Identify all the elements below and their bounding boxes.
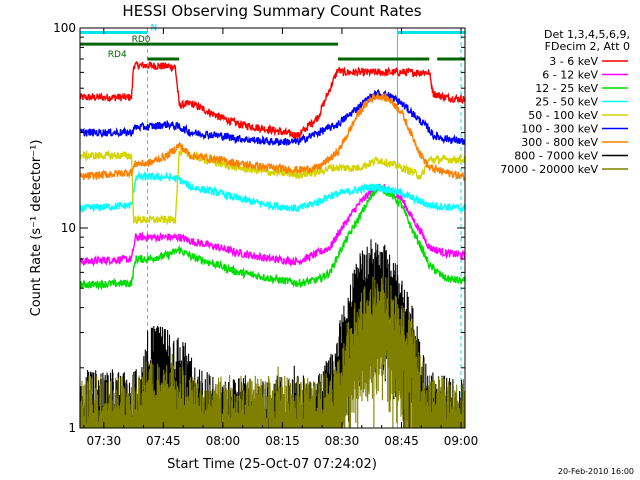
legend-entry-label: 25 - 50 keV <box>535 96 598 109</box>
series-line <box>79 148 466 226</box>
series-line <box>79 92 466 181</box>
footer-date: 20-Feb-2010 16:00 <box>558 467 634 476</box>
legend-entry-label: 12 - 25 keV <box>535 82 598 95</box>
legend-entry-label: 6 - 12 keV <box>542 69 598 82</box>
mode-segment-label: RD4 <box>108 50 127 60</box>
legend-header-2: FDecim 2, Att 0 <box>545 40 630 53</box>
y-tick-label: 10 <box>61 221 76 235</box>
legend-entry-label: 800 - 7000 keV <box>514 150 598 163</box>
legend-entry-label: 3 - 6 keV <box>549 55 598 68</box>
series-line <box>79 61 466 140</box>
series-line <box>79 183 466 268</box>
x-tick-label: 08:30 <box>325 434 360 448</box>
legend-entry-label: 50 - 100 keV <box>528 109 598 122</box>
chart-title: HESSI Observing Summary Count Rates <box>122 2 421 20</box>
x-tick-label: 08:00 <box>206 434 241 448</box>
x-axis-label: Start Time (25-Oct-07 07:24:02) <box>167 457 377 472</box>
y-tick-label: 1 <box>68 421 76 435</box>
legend-entry-label: 300 - 800 keV <box>521 136 598 149</box>
x-tick-label: 08:15 <box>265 434 300 448</box>
x-tick-label: 07:45 <box>146 434 181 448</box>
legend-header-1: Det 1,3,4,5,6,9, <box>544 28 630 41</box>
y-axis-label: Count Rate (s⁻¹ detector⁻¹) <box>29 140 44 317</box>
x-tick-label: 09:00 <box>444 434 479 448</box>
series-line <box>79 88 466 146</box>
series-line <box>79 184 466 291</box>
legend-entry-label: 7000 - 20000 keV <box>500 163 598 176</box>
x-tick-label: 07:30 <box>87 434 122 448</box>
x-tick-label: 08:45 <box>384 434 419 448</box>
series-line <box>79 170 466 213</box>
legend-entry-label: 100 - 300 keV <box>521 123 598 136</box>
mode-segment-label: RD0 <box>132 35 151 45</box>
y-tick-label: 100 <box>53 21 76 35</box>
